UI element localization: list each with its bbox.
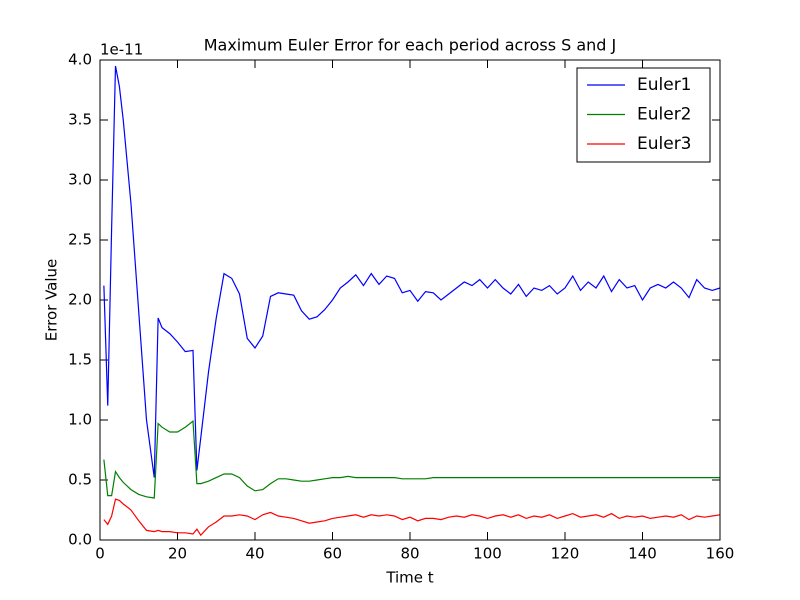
plot-frame xyxy=(99,59,721,541)
y-tick-label: 1.0 xyxy=(68,411,92,429)
y-tick-label: 0.0 xyxy=(68,531,92,549)
y-tick-label: 3.5 xyxy=(68,111,92,129)
x-axis-label: Time t xyxy=(385,569,433,587)
line-series xyxy=(103,498,721,537)
x-tick-label: 80 xyxy=(400,545,419,563)
y-tick-label: 3.0 xyxy=(68,171,92,189)
x-tick-label: 160 xyxy=(706,545,735,563)
legend-label: Euler1 xyxy=(637,75,692,95)
y-tick-label: 4.0 xyxy=(68,51,92,69)
y-offset-label: 1e-11 xyxy=(100,41,143,59)
chart-title: Maximum Euler Error for each period acro… xyxy=(204,36,617,55)
x-tick-label: 140 xyxy=(628,545,657,563)
y-tick-label: 1.5 xyxy=(68,351,92,369)
y-tick-label: 2.5 xyxy=(68,231,92,249)
y-axis-label: Error Value xyxy=(43,259,61,342)
y-tick-label: 0.5 xyxy=(68,471,92,489)
x-tick-label: 0 xyxy=(95,545,105,563)
legend-label: Euler3 xyxy=(637,134,692,154)
legend-label: Euler2 xyxy=(637,105,692,125)
x-tick-label: 100 xyxy=(473,545,502,563)
x-tick-label: 20 xyxy=(168,545,187,563)
y-tick-label: 2.0 xyxy=(68,291,92,309)
line-series xyxy=(103,420,720,499)
x-tick-label: 120 xyxy=(551,545,580,563)
x-tick-label: 60 xyxy=(323,545,342,563)
line-series xyxy=(103,65,721,478)
x-tick-label: 40 xyxy=(245,545,264,563)
